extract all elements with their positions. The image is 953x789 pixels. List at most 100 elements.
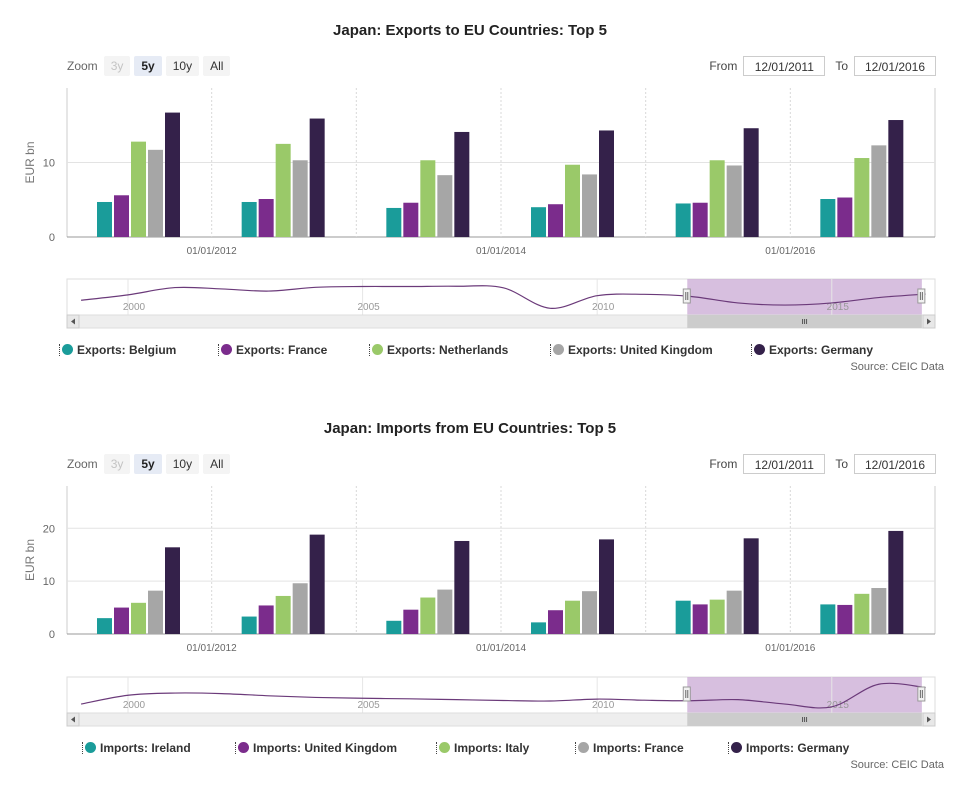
- legend-label: Imports: Italy: [454, 741, 530, 755]
- navigator-left-handle[interactable]: [682, 686, 691, 702]
- y-tick-label: 0: [49, 629, 55, 641]
- legend-item[interactable]: Exports: Netherlands: [369, 343, 508, 357]
- bar-2-5: [854, 593, 870, 634]
- legend-marker-dot: [553, 344, 564, 355]
- bar-1-3: [548, 610, 563, 634]
- bar-2-2: [420, 160, 436, 237]
- scroll-right-arrow-icon: [927, 716, 931, 723]
- zoom-5y-button[interactable]: 5y: [134, 454, 162, 474]
- bar-4-2: [454, 131, 470, 237]
- bar-4-1: [309, 534, 325, 634]
- legend-marker-dot: [439, 742, 450, 753]
- navigator-right-handle[interactable]: [917, 686, 926, 702]
- legend-item[interactable]: Imports: Italy: [436, 741, 529, 755]
- navigator-tick-label: 2005: [357, 302, 380, 313]
- zoom-all-button[interactable]: All: [203, 454, 231, 474]
- to-date-input[interactable]: 12/01/2016: [854, 454, 936, 474]
- bar-1-3: [548, 204, 563, 237]
- bar-2-0: [131, 602, 146, 634]
- bar-3-0: [148, 149, 163, 237]
- legend-marker-icon: [436, 742, 450, 754]
- legend-marker-dot: [221, 344, 232, 355]
- chart-title: Japan: Imports from EU Countries: Top 5: [323, 420, 617, 437]
- bar-3-2: [437, 175, 453, 237]
- legend-marker-icon: [751, 344, 765, 356]
- bar-2-4: [709, 599, 725, 634]
- to-label: To: [835, 457, 848, 471]
- to-label: To: [835, 59, 848, 73]
- y-axis-title: EUR bn: [23, 539, 37, 581]
- legend-item[interactable]: Exports: Germany: [751, 343, 873, 357]
- date-range-selector: From 12/01/2011 To 12/01/2016: [709, 454, 936, 474]
- bar-1-1: [258, 605, 274, 634]
- y-axis-title: EUR bn: [23, 141, 37, 183]
- bar-1-0: [114, 607, 129, 634]
- legend-marker-dash: [369, 344, 373, 356]
- legend-item[interactable]: Exports: United Kingdom: [550, 343, 713, 357]
- bar-3-1: [292, 583, 308, 634]
- bar-2-1: [275, 143, 291, 237]
- zoom-label: Zoom: [67, 457, 98, 471]
- legend-item[interactable]: Imports: France: [575, 741, 684, 755]
- legend-marker-icon: [369, 344, 383, 356]
- y-tick-label: 10: [43, 576, 55, 588]
- handle-body: [682, 288, 691, 304]
- x-tick-label: 01/01/2016: [765, 643, 815, 654]
- legend-marker-dash: [82, 742, 86, 754]
- navigator-tick-label: 2015: [827, 302, 850, 313]
- bar-3-3: [582, 591, 597, 634]
- from-date-input[interactable]: 12/01/2011: [743, 454, 826, 474]
- bar-4-0: [165, 547, 180, 634]
- zoom-3y-button[interactable]: 3y: [103, 56, 131, 76]
- legend-item[interactable]: Imports: Germany: [728, 741, 849, 755]
- legend-label: Imports: France: [593, 741, 684, 755]
- legend-label: Imports: Germany: [746, 741, 850, 755]
- from-date-input[interactable]: 12/01/2011: [743, 56, 826, 76]
- legend-item[interactable]: Imports: United Kingdom: [235, 741, 397, 755]
- source-note: Source: CEIC Data: [850, 361, 944, 373]
- legend-marker-icon: [235, 742, 249, 754]
- source-note: Source: CEIC Data: [850, 759, 944, 771]
- legend-marker-icon: [82, 742, 96, 754]
- legend-marker-dot: [731, 742, 742, 753]
- navigator-selection: [687, 677, 922, 713]
- zoom-label: Zoom: [67, 59, 98, 73]
- legend-item[interactable]: Exports: Belgium: [59, 343, 176, 357]
- bar-0-5: [820, 604, 836, 634]
- bar-1-2: [403, 609, 419, 634]
- bar-0-4: [675, 600, 691, 634]
- bar-1-4: [692, 604, 708, 634]
- navigator-left-handle[interactable]: [682, 288, 691, 304]
- navigator-tick-label: 2005: [357, 700, 380, 711]
- zoom-3y-button[interactable]: 3y: [103, 454, 131, 474]
- bar-1-4: [692, 202, 708, 237]
- bar-4-0: [165, 112, 180, 237]
- bar-0-2: [386, 207, 402, 237]
- zoom-10y-button[interactable]: 10y: [165, 56, 200, 76]
- zoom-all-button[interactable]: All: [203, 56, 231, 76]
- handle-body: [917, 288, 926, 304]
- chart-title: Japan: Exports to EU Countries: Top 5: [333, 22, 607, 39]
- navigator-tick-label: 2000: [123, 700, 146, 711]
- legend-marker-icon: [728, 742, 742, 754]
- zoom-10y-button[interactable]: 10y: [165, 454, 200, 474]
- scroll-right-arrow-icon: [927, 318, 931, 325]
- bar-2-2: [420, 597, 436, 634]
- legend-item[interactable]: Imports: Ireland: [82, 741, 191, 755]
- y-tick-label: 10: [43, 158, 55, 170]
- bar-0-5: [820, 199, 836, 237]
- bar-4-3: [599, 539, 614, 634]
- legend-marker-dash: [436, 742, 440, 754]
- bar-3-1: [292, 160, 308, 237]
- bar-4-5: [888, 120, 904, 237]
- to-date-input[interactable]: 12/01/2016: [854, 56, 936, 76]
- legend-marker-dot: [238, 742, 249, 753]
- navigator-right-handle[interactable]: [917, 288, 926, 304]
- legend-label: Imports: United Kingdom: [253, 741, 397, 755]
- legend-marker-dash: [728, 742, 732, 754]
- legend-item[interactable]: Exports: France: [218, 343, 327, 357]
- bar-3-5: [871, 588, 887, 634]
- bar-0-1: [241, 201, 257, 237]
- x-tick-label: 01/01/2014: [476, 246, 526, 257]
- zoom-5y-button[interactable]: 5y: [134, 56, 162, 76]
